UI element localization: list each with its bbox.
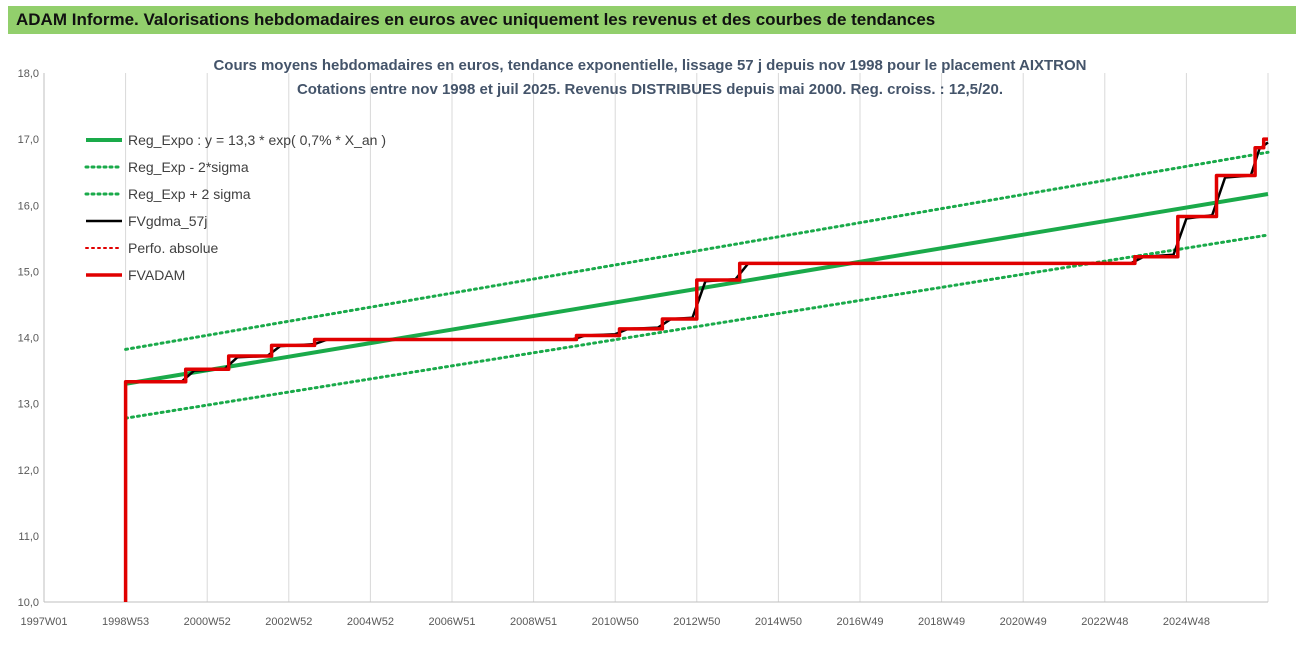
y-tick-label: 11,0 xyxy=(18,531,39,543)
y-tick-label: 14,0 xyxy=(18,333,39,345)
y-tick-label: 15,0 xyxy=(18,266,39,278)
x-tick-label: 2002W52 xyxy=(265,616,312,628)
header-title: ADAM Informe. Valorisations hebdomadaire… xyxy=(16,10,936,29)
y-tick-label: 17,0 xyxy=(18,134,39,146)
y-tick-label: 16,0 xyxy=(18,200,39,212)
x-tick-label: 2020W49 xyxy=(1000,616,1047,628)
y-tick-label: 12,0 xyxy=(18,465,39,477)
legend: Reg_Expo : y = 13,3 * exp( 0,7% * X_an )… xyxy=(84,132,386,283)
grid-lines xyxy=(125,73,1269,602)
x-tick-label: 2022W48 xyxy=(1081,616,1128,628)
x-tick-label: 1998W53 xyxy=(102,616,149,628)
series-line xyxy=(124,150,1270,351)
x-tick-label: 2000W52 xyxy=(184,616,231,628)
x-tick-label: 2014W50 xyxy=(755,616,802,628)
x-tick-label: 2004W52 xyxy=(347,616,394,628)
x-tick-label: 2008W51 xyxy=(510,616,557,628)
series-line xyxy=(124,233,1270,420)
y-tick-label: 13,0 xyxy=(18,399,39,411)
chart-title-line2: Cotations entre nov 1998 et juil 2025. R… xyxy=(297,81,1003,98)
x-tick-label: 2006W51 xyxy=(428,616,475,628)
legend-label: FVgdma_57j xyxy=(128,213,207,229)
chart-title-line1: Cours moyens hebdomadaires en euros, ten… xyxy=(213,57,1086,74)
series-lines xyxy=(123,137,1270,602)
legend-label: FVADAM xyxy=(128,267,185,283)
legend-label: Perfo. absolue xyxy=(128,240,218,256)
series-line xyxy=(123,137,1268,602)
x-tick-label: 2012W50 xyxy=(673,616,720,628)
header-bar: ADAM Informe. Valorisations hebdomadaire… xyxy=(8,6,1296,34)
legend-label: Reg_Expo : y = 13,3 * exp( 0,7% * X_an ) xyxy=(128,132,386,148)
x-tick-label: 2016W49 xyxy=(836,616,883,628)
x-tick-label: 2018W49 xyxy=(918,616,965,628)
x-tick-label: 2024W48 xyxy=(1163,616,1210,628)
legend-label: Reg_Exp + 2 sigma xyxy=(128,186,251,202)
x-tick-label: 2010W50 xyxy=(592,616,639,628)
y-tick-label: 18,0 xyxy=(18,68,39,80)
legend-label: Reg_Exp - 2*sigma xyxy=(128,159,249,175)
y-tick-label: 10,0 xyxy=(18,597,39,609)
x-tick-label: 1997W01 xyxy=(20,616,67,628)
axes: 1997W01 1998W53 2000W52 2002W52 2004W52 2006W… xyxy=(18,68,1268,628)
